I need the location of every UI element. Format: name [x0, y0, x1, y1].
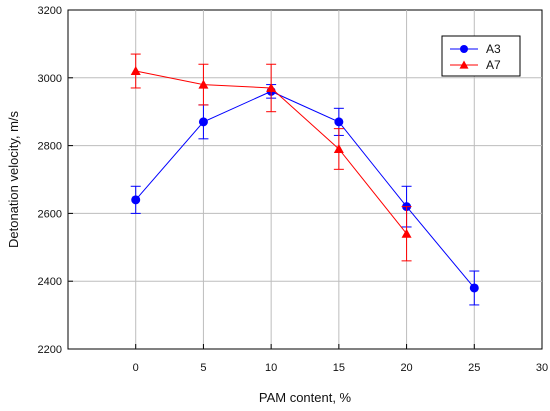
y-tick-label: 2800: [38, 141, 62, 153]
series-a3: [130, 84, 480, 306]
x-tick-label: 20: [400, 362, 412, 374]
y-tick-label: 2400: [38, 276, 62, 288]
data-point: [198, 79, 209, 89]
x-tick-label: 15: [333, 362, 345, 374]
x-axis-title: PAM content, %: [259, 390, 352, 405]
legend-a3-label: A3: [486, 42, 501, 56]
series-a7: [130, 53, 412, 262]
data-point: [401, 228, 412, 238]
data-point: [266, 82, 277, 92]
data-point: [131, 195, 141, 205]
y-tick-label: 3000: [38, 73, 62, 85]
data-point: [130, 66, 141, 76]
x-tick-label: 25: [468, 362, 480, 374]
y-axis-title: Detonation velocity, m/s: [6, 110, 21, 248]
y-tick-label: 3200: [38, 5, 62, 17]
x-tick-label: 30: [536, 362, 548, 374]
axis-ticks: 0 5 10 15 20 25 30 2200 2400 2600 2800 3000 3200: [38, 5, 549, 374]
plot-area: [67, 9, 543, 350]
legend-entry-a7: A7: [450, 58, 501, 72]
legend-a3-marker: [460, 45, 468, 53]
series-line: [135, 90, 475, 289]
legend-a7-label: A7: [486, 58, 501, 72]
y-tick-label: 2200: [38, 344, 62, 356]
legend: A3 A7: [441, 35, 521, 77]
x-tick-label: 0: [133, 362, 139, 374]
y-tick-label: 2600: [38, 208, 62, 220]
x-tick-label: 5: [200, 362, 206, 374]
data-point: [198, 117, 208, 127]
x-tick-label: 10: [265, 362, 277, 374]
legend-entry-a3: A3: [450, 42, 501, 56]
legend-a7-marker: [459, 60, 469, 69]
legend-box: [441, 35, 521, 77]
data-point: [333, 143, 344, 153]
data-point: [334, 117, 344, 127]
data-point: [469, 283, 479, 293]
series-layer: [130, 53, 480, 306]
grid-lines: [68, 10, 542, 349]
